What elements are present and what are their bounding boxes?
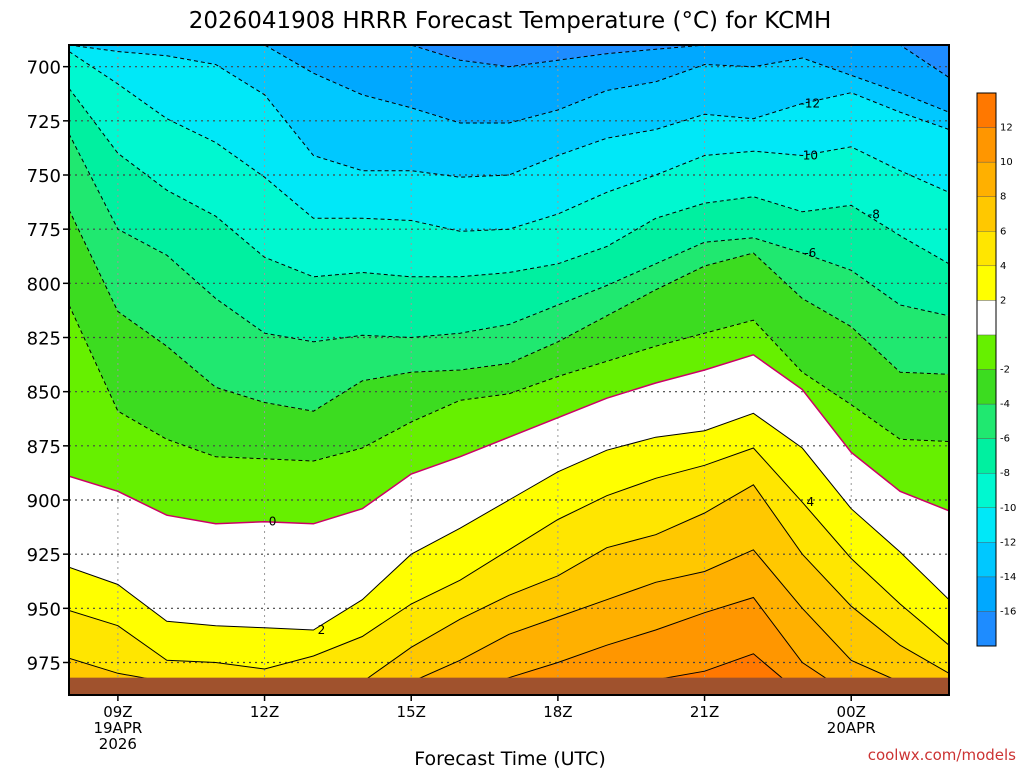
isotherm-line (69, 51, 949, 232)
x-tick-label: 15Z (397, 703, 426, 721)
colorbar-swatch (976, 300, 997, 336)
colorbar-label: -12 (1000, 537, 1016, 548)
isotherm-line (69, 133, 949, 343)
y-tick-label: 750 (27, 166, 61, 187)
x-axis-label: Forecast Time (UTC) (414, 748, 605, 768)
isotherm-line (69, 45, 949, 124)
colorbar-swatch (976, 127, 997, 163)
x-tick-label: 19APR (93, 719, 142, 737)
colorbar-swatch (976, 92, 997, 128)
colorbar-label: -14 (1000, 572, 1016, 583)
temperature-band (69, 209, 949, 461)
y-axis: 700 725 750 775 800 825 850 875 900 925 950 975 (27, 58, 69, 675)
colorbar-label: -6 (1000, 434, 1010, 445)
x-tick-label: 20APR (827, 719, 876, 737)
colorbar-swatch (976, 438, 997, 474)
colorbar-label: 2 (1000, 295, 1006, 306)
colorbar-label: 8 (1000, 192, 1006, 203)
temperature-band (69, 549, 949, 695)
isotherm-line (69, 45, 949, 178)
x-tick-label: 12Z (250, 703, 279, 721)
colorbar-swatch (976, 334, 997, 370)
colorbar-label: -10 (1000, 503, 1016, 514)
y-tick-label: 975 (27, 654, 61, 675)
plot-frame (68, 44, 950, 696)
y-tick-label: 850 (27, 383, 61, 404)
isotherm-line (69, 412, 949, 631)
ground-terrain (69, 677, 949, 695)
colorbar-swatch (976, 472, 997, 508)
temperature-band (69, 597, 949, 695)
colorbar-label: 12 (1000, 123, 1013, 134)
colorbar-swatch (976, 265, 997, 301)
temperature-band (69, 448, 949, 682)
temperature-band (69, 88, 949, 342)
isotherm-line (69, 87, 949, 278)
isotherm-label: -6 (804, 246, 816, 260)
colorbar-label: 6 (1000, 226, 1006, 237)
isotherm-label: 0 (269, 515, 277, 529)
colorbar-label: 10 (1000, 157, 1013, 168)
isotherm-labels: -12 10 -8 -6 0 2 4 (269, 97, 880, 638)
y-tick-label: 800 (27, 274, 61, 295)
temperature-band (69, 45, 949, 178)
colorbar-legend: -16 -14 -12 -10 -8 -6 -4 -2 2 4 6 8 10 12 (976, 92, 1016, 647)
x-tick-label: 18Z (543, 703, 572, 721)
colorbar-frame (976, 92, 997, 647)
y-tick-label: 950 (27, 599, 61, 620)
temperature-band (69, 51, 949, 277)
temperature-band (69, 413, 949, 669)
colorbar-label: 4 (1000, 261, 1006, 272)
colorbar-label: -2 (1000, 365, 1010, 376)
x-tick-label: 21Z (690, 703, 719, 721)
temperature-bands (69, 45, 949, 695)
plot-area: -12 10 -8 -6 0 2 4 (69, 45, 949, 695)
x-tick-label: 00Z (837, 703, 866, 721)
colorbar-swatch (976, 231, 997, 267)
chart-title: 2026041908 HRRR Forecast Temperature (°C… (189, 8, 832, 34)
x-tick-label: 09Z (103, 703, 132, 721)
colorbar-swatch (976, 507, 997, 543)
colorbar-label: -16 (1000, 606, 1016, 617)
temperature-band (69, 45, 949, 123)
colorbar-swatch (976, 403, 997, 439)
y-tick-label: 825 (27, 329, 61, 350)
temperature-band (69, 305, 949, 524)
colorbar-swatch (976, 369, 997, 405)
colorbar-swatch (976, 611, 997, 647)
isotherm-label: 2 (318, 623, 326, 637)
x-tick-label: 2026 (99, 735, 137, 753)
colorbar-label: -8 (1000, 468, 1010, 479)
temperature-band (69, 354, 949, 630)
y-tick-label: 725 (27, 112, 61, 133)
temperature-band (69, 45, 949, 78)
temperature-band (69, 45, 949, 232)
isotherm-label: 10 (803, 149, 818, 163)
isotherm-label: -8 (868, 207, 880, 221)
temperature-band (69, 484, 949, 682)
colorbar-swatch (976, 542, 997, 578)
isotherm-label: -12 (801, 97, 821, 111)
credit-text: coolwx.com/models (868, 746, 1016, 764)
colorbar-swatch (976, 576, 997, 612)
y-tick-label: 875 (27, 437, 61, 458)
isotherm-line (69, 45, 949, 78)
y-tick-label: 775 (27, 220, 61, 241)
colorbar-swatch (976, 196, 997, 232)
isotherm-label: 4 (807, 495, 815, 509)
colorbar-swatch (976, 161, 997, 197)
temperature-band (69, 133, 949, 412)
isotherm-line (69, 304, 949, 462)
y-tick-label: 925 (27, 545, 61, 566)
y-tick-label: 900 (27, 491, 61, 512)
y-tick-label: 700 (27, 58, 61, 79)
isotherm-line (69, 353, 949, 525)
colorbar-label: -4 (1000, 399, 1010, 410)
isotherm-line (69, 447, 949, 670)
